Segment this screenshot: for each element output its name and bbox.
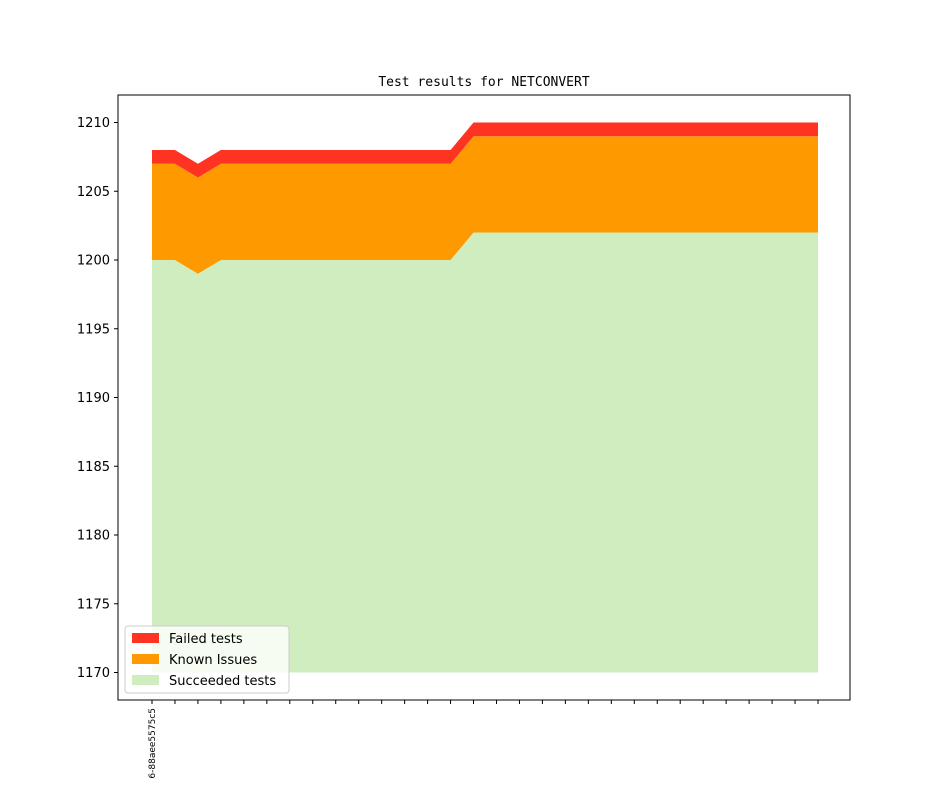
area-failed-tests [152, 122, 818, 178]
legend: Failed tests Known Issues Succeeded tests [124, 625, 290, 694]
area-succeeded-tests [152, 232, 818, 673]
legend-label-failed-tests: Failed tests [169, 632, 243, 647]
chart-title: Test results for NETCONVERT [378, 75, 589, 90]
y-tick-label: 1175 [77, 597, 110, 612]
y-tick-label: 1170 [77, 666, 110, 681]
legend-label-known-issues: Known Issues [169, 653, 257, 668]
legend-swatch-succeeded-tests [132, 675, 159, 685]
y-tick-label: 1190 [77, 391, 110, 406]
x-tick-label: 6-88aee5575c5 [148, 708, 158, 779]
chart-areas [152, 122, 818, 673]
y-tick-label: 1210 [77, 116, 110, 131]
y-tick-label: 1180 [77, 529, 110, 544]
y-tick-label: 1195 [77, 322, 110, 337]
y-tick-label: 1185 [77, 460, 110, 475]
legend-label-succeeded-tests: Succeeded tests [169, 674, 276, 689]
y-axis: 1170 1175 1180 1185 1190 1195 1200 1205 1210 [77, 116, 118, 681]
y-tick-label: 1200 [77, 254, 110, 269]
legend-swatch-failed-tests [132, 633, 159, 643]
legend-box [124, 625, 290, 694]
legend-swatch-known-issues [132, 654, 159, 664]
area-known-issues [152, 136, 818, 274]
x-axis: 6-88aee5575c5 [148, 700, 819, 779]
y-tick-label: 1205 [77, 185, 110, 200]
